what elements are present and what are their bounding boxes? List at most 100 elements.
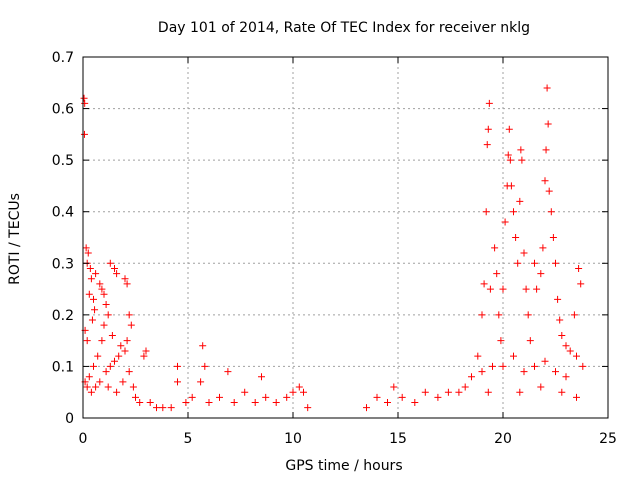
data-point	[547, 208, 555, 216]
data-point	[96, 280, 104, 288]
data-point	[251, 399, 259, 407]
data-point	[167, 404, 175, 412]
data-point	[85, 373, 93, 381]
data-point	[258, 373, 265, 381]
data-point	[224, 368, 232, 376]
data-point	[537, 270, 545, 278]
data-point	[197, 378, 205, 386]
data-point	[491, 244, 499, 252]
y-tick-label: 0.3	[52, 256, 74, 272]
data-point	[478, 368, 486, 376]
data-point	[506, 156, 514, 164]
data-point	[98, 285, 106, 293]
data-point	[83, 383, 91, 391]
data-point	[108, 331, 116, 339]
data-point	[83, 337, 91, 345]
data-point	[522, 285, 530, 293]
data-point	[104, 383, 112, 391]
data-point	[480, 280, 488, 288]
data-point	[562, 373, 570, 381]
data-point	[533, 285, 541, 293]
data-point	[92, 270, 100, 278]
data-point	[421, 388, 429, 396]
data-point	[159, 404, 167, 412]
data-point	[485, 99, 493, 107]
x-tick-label: 25	[599, 431, 617, 447]
data-point	[96, 378, 104, 386]
data-points	[80, 84, 587, 412]
data-point	[100, 290, 108, 298]
data-point	[111, 357, 118, 365]
data-point	[518, 156, 526, 164]
data-point	[80, 130, 88, 138]
data-point	[579, 362, 587, 370]
plot-frame	[82, 56, 609, 419]
data-point	[146, 399, 154, 407]
data-point	[295, 383, 303, 391]
data-point	[482, 208, 490, 216]
data-point	[87, 275, 95, 283]
data-point	[94, 352, 102, 360]
data-point	[390, 383, 398, 391]
data-point	[552, 368, 559, 376]
x-tick-label: 15	[389, 431, 407, 447]
data-point	[102, 301, 110, 309]
data-point	[484, 125, 492, 133]
data-point	[81, 99, 89, 107]
data-point	[573, 352, 580, 360]
data-point	[289, 388, 297, 396]
data-point	[483, 141, 491, 149]
data-point	[575, 264, 583, 272]
data-point	[411, 399, 419, 407]
data-point	[188, 393, 196, 401]
data-point	[499, 362, 507, 370]
data-point	[262, 393, 270, 401]
data-point	[216, 393, 223, 401]
data-point	[90, 362, 97, 370]
data-point	[444, 388, 452, 396]
data-point	[113, 270, 121, 278]
data-point	[92, 383, 100, 391]
data-point	[504, 151, 512, 159]
data-point	[373, 393, 381, 401]
x-tick-label: 20	[494, 431, 512, 447]
data-point	[88, 316, 96, 324]
data-point	[230, 399, 238, 407]
data-point	[80, 94, 88, 102]
data-point	[486, 285, 494, 293]
data-point	[136, 399, 144, 407]
data-point	[495, 311, 503, 319]
data-point	[507, 182, 515, 190]
data-point	[384, 399, 391, 407]
data-point	[182, 399, 190, 407]
data-point	[570, 311, 578, 319]
data-point	[121, 275, 129, 283]
data-point	[304, 404, 312, 412]
data-point	[517, 146, 525, 154]
data-point	[520, 249, 528, 257]
data-point	[300, 388, 307, 396]
data-point	[505, 125, 513, 133]
data-point	[562, 342, 570, 350]
data-point	[512, 234, 520, 241]
data-point	[398, 393, 406, 401]
data-point	[549, 234, 557, 241]
data-point	[474, 352, 482, 360]
data-point	[558, 331, 566, 339]
data-point	[91, 306, 99, 314]
data-point	[125, 368, 133, 376]
data-point	[558, 388, 566, 396]
grid-lines	[83, 57, 608, 418]
data-point	[484, 388, 492, 396]
data-point	[113, 388, 121, 396]
data-point	[102, 368, 110, 376]
data-point	[84, 249, 92, 257]
y-tick-label: 0.4	[52, 205, 74, 221]
data-point	[514, 259, 522, 267]
data-point	[531, 362, 538, 370]
data-point	[106, 259, 114, 267]
y-tick-label: 0.7	[52, 50, 74, 66]
data-point	[499, 285, 507, 293]
data-point	[516, 388, 524, 396]
